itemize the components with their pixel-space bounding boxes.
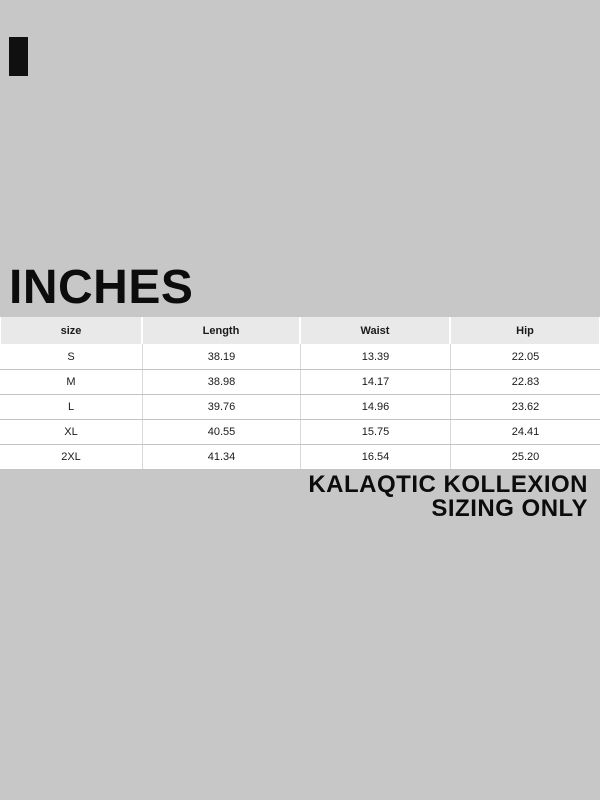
table-cell-waist: 16.54: [300, 445, 450, 469]
page-title: INCHES: [9, 261, 194, 314]
table-row: 2XL 41.34 16.54 25.20: [0, 444, 600, 469]
table-cell-waist: 15.75: [300, 420, 450, 444]
table-header-row: size Length Waist Hip: [0, 317, 600, 344]
table-cell-length: 40.55: [142, 420, 300, 444]
table-cell-waist: 13.39: [300, 344, 450, 369]
table-cell-size: 2XL: [61, 451, 81, 463]
column-header-hip: Hip: [450, 317, 600, 344]
table-cell-hip: 25.20: [450, 445, 600, 469]
table-cell-length: 38.19: [142, 344, 300, 369]
table-cell-size: M: [66, 376, 76, 388]
table-cell-waist: 14.17: [300, 370, 450, 394]
size-chart-table: size Length Waist Hip S 38.19 13.39 22.0…: [0, 317, 600, 470]
table-cell-hip: 24.41: [450, 420, 600, 444]
table-cell-hip: 23.62: [450, 395, 600, 419]
table-row: S 38.19 13.39 22.05: [0, 344, 600, 369]
table-cell-length: 41.34: [142, 445, 300, 469]
brand-sizing-note: KALAQTIC KOLLEXION SIZING ONLY: [308, 473, 588, 521]
table-row: M 38.98 14.17 22.83: [0, 369, 600, 394]
column-header-size: size: [0, 317, 142, 344]
table-row: L 39.76 14.96 23.62: [0, 394, 600, 419]
table-row: XL 40.55 15.75 24.41: [0, 419, 600, 444]
sizing-only-line: SIZING ONLY: [431, 495, 588, 522]
table-cell-size: XL: [64, 426, 78, 438]
table-cell-size: S: [67, 350, 75, 363]
brand-name-line: KALAQTIC KOLLEXION: [308, 471, 588, 498]
column-header-waist: Waist: [300, 317, 450, 344]
table-cell-size: L: [67, 401, 75, 413]
table-cell-length: 39.76: [142, 395, 300, 419]
column-header-length: Length: [142, 317, 300, 344]
corner-mark: [9, 37, 28, 76]
table-cell-waist: 14.96: [300, 395, 450, 419]
table-cell-length: 38.98: [142, 370, 300, 394]
table-cell-hip: 22.05: [450, 344, 600, 369]
table-cell-hip: 22.83: [450, 370, 600, 394]
